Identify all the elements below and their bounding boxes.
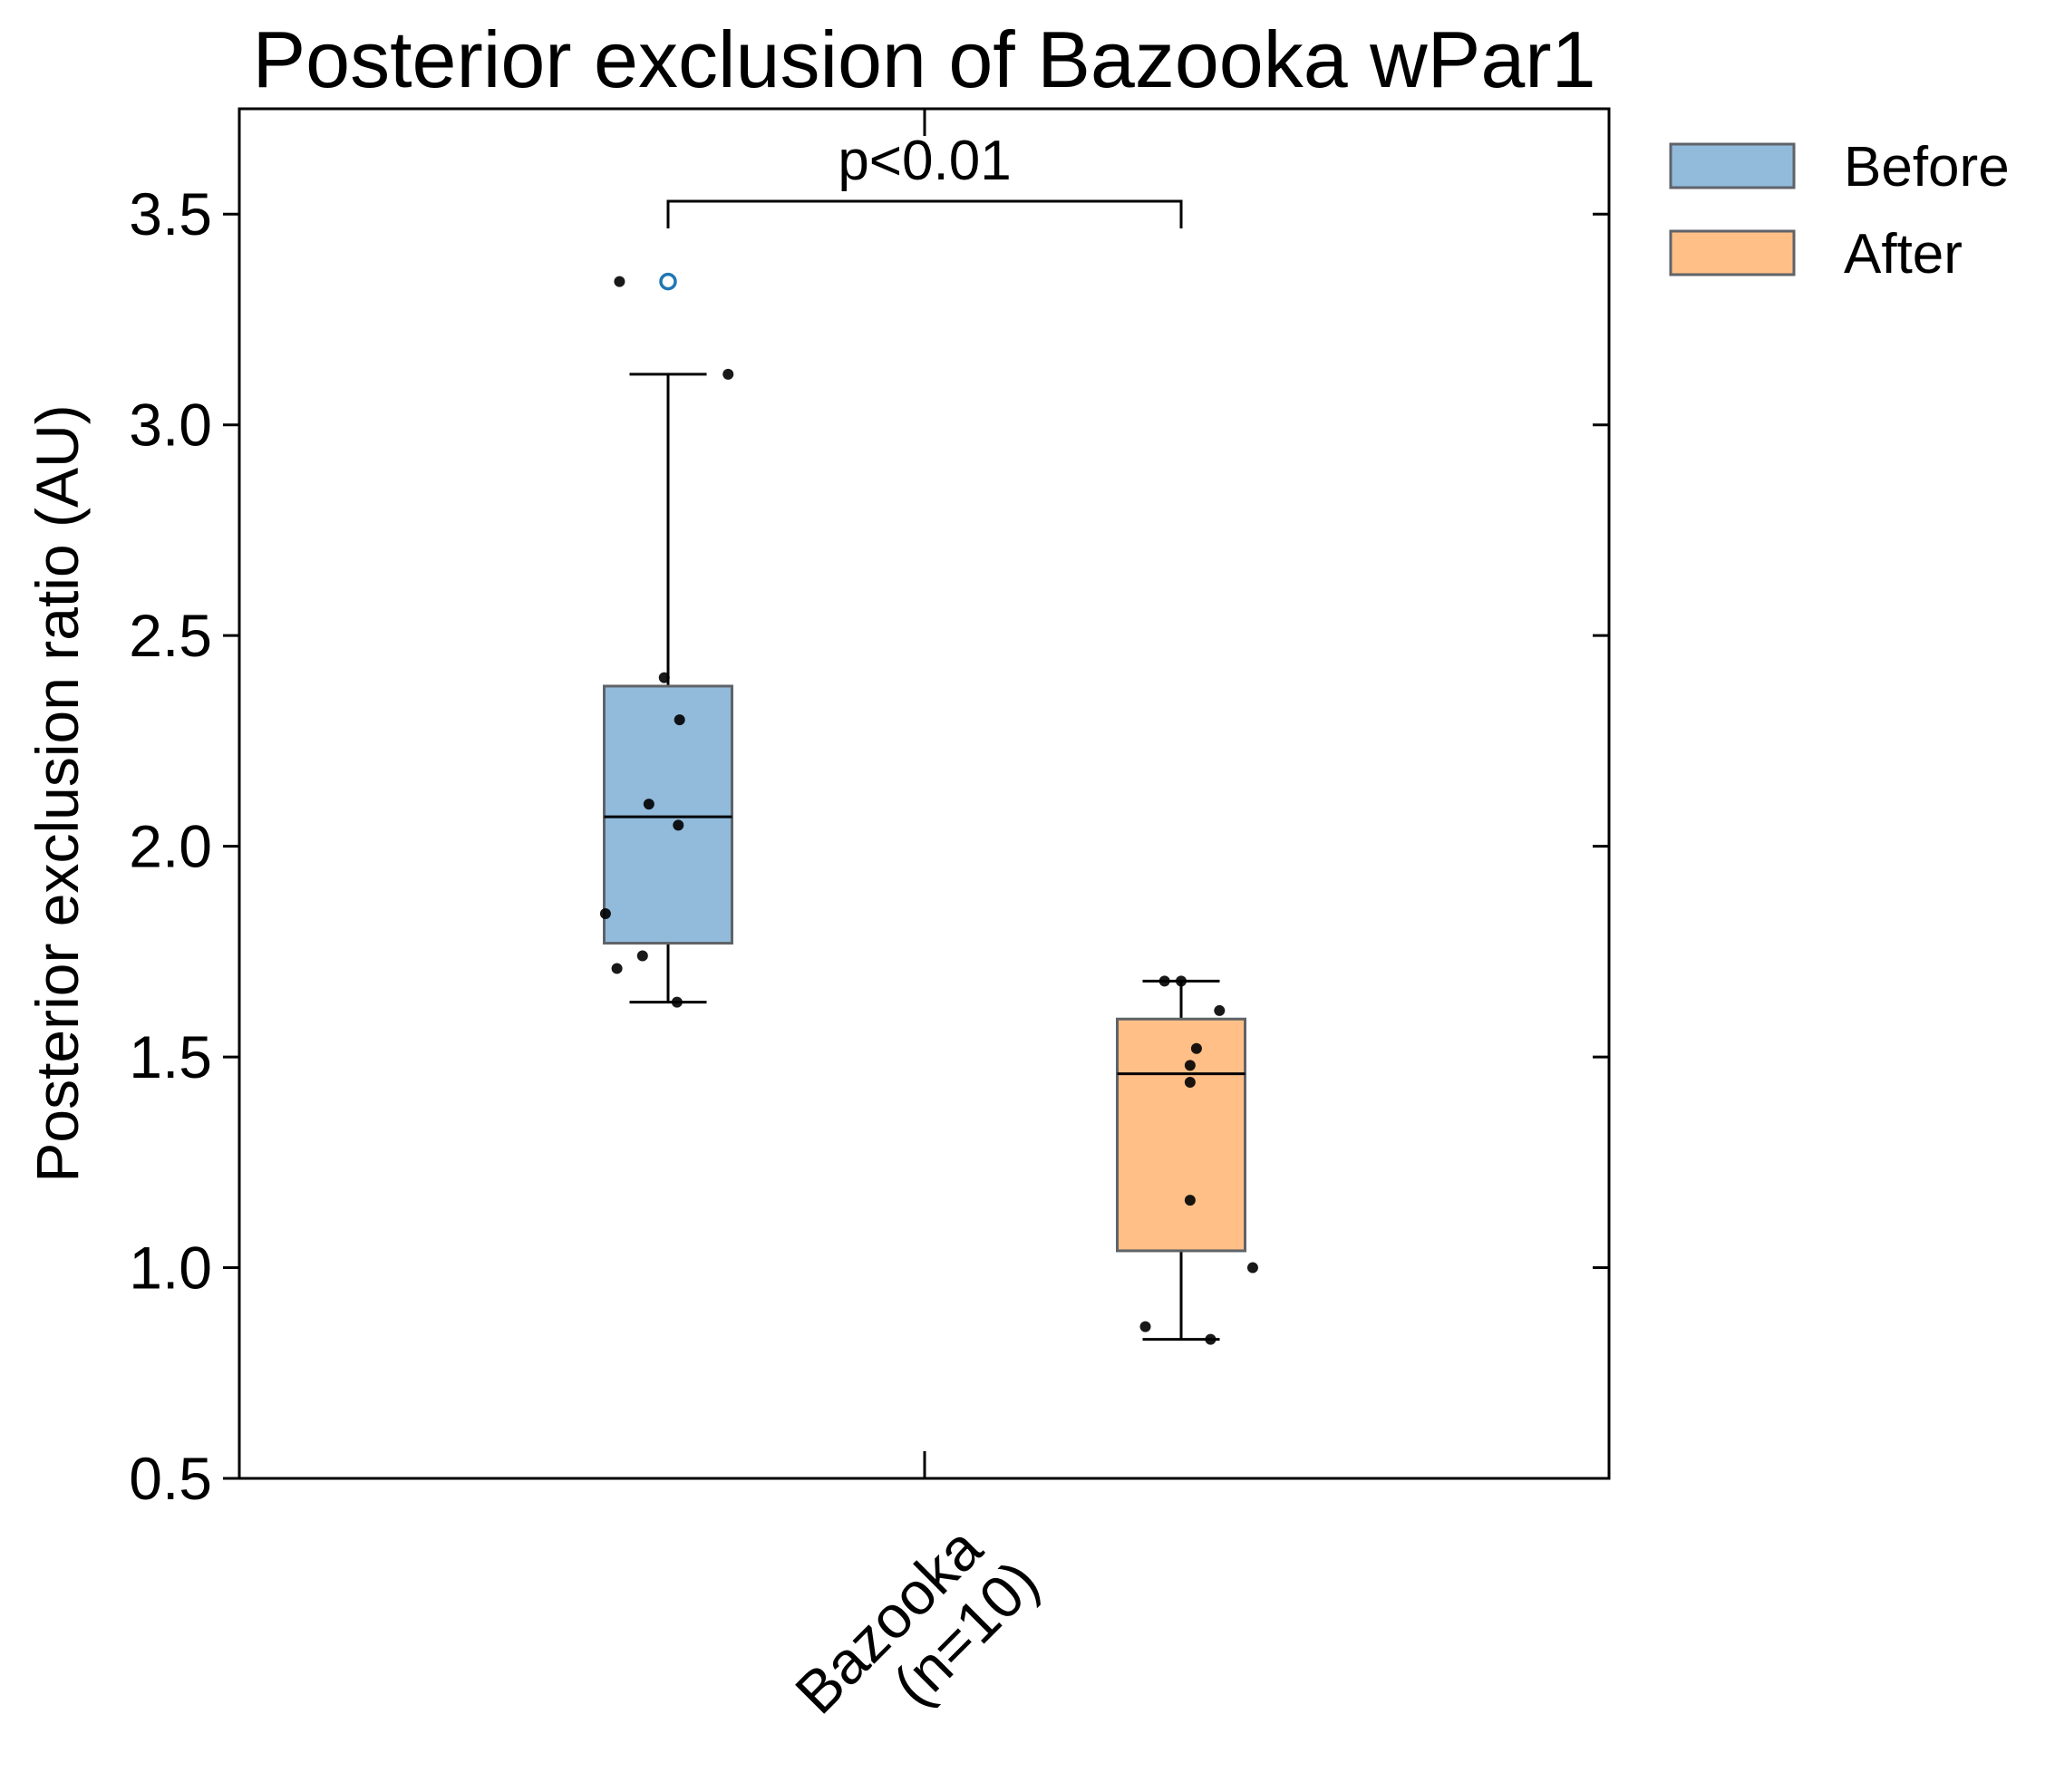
legend-label-before: Before — [1844, 136, 2010, 199]
legend: Before After — [1669, 136, 2010, 286]
plot-frame — [237, 107, 1611, 1480]
outlier-marker — [659, 272, 677, 291]
data-point — [1246, 1262, 1258, 1274]
data-point — [1184, 1076, 1196, 1088]
data-point — [1184, 1195, 1196, 1206]
data-point — [1214, 1004, 1226, 1016]
y-axis-label: Posterior exclusion ratio (AU) — [24, 404, 91, 1182]
x-axis-categories: Bazooka (n=10) — [782, 1503, 1051, 1771]
data-point — [599, 908, 611, 920]
legend-label-after: After — [1844, 223, 1963, 286]
data-point — [658, 672, 670, 683]
data-point — [1158, 975, 1170, 987]
x-tick-label: Bazooka (n=10) — [782, 1503, 1051, 1771]
data-point — [673, 819, 684, 831]
significance-annotation: p<0.01 — [666, 130, 1183, 228]
plot-border — [237, 107, 1611, 1480]
y-tick-label: 2.5 — [129, 602, 212, 669]
data-point — [611, 963, 623, 974]
y-tick-label: 1.5 — [129, 1023, 212, 1090]
significance-label: p<0.01 — [838, 130, 1011, 192]
data-point — [1205, 1333, 1217, 1345]
data-point — [1190, 1042, 1202, 1054]
data-point — [1184, 1060, 1196, 1071]
data-point — [636, 950, 648, 962]
data-points — [599, 276, 1258, 1345]
y-tick-label: 1.0 — [129, 1235, 212, 1302]
box-iqr — [1116, 1017, 1246, 1253]
y-axis-ticks: 0.5 1.0 1.5 2.0 2.5 3.0 3.5 — [129, 180, 1609, 1512]
box-series — [603, 272, 1246, 1342]
significance-bracket — [666, 199, 1183, 228]
box-iqr — [603, 684, 733, 945]
data-point — [614, 276, 625, 287]
legend-swatch-before — [1669, 142, 1796, 189]
y-tick-label: 3.5 — [129, 180, 212, 247]
box-before — [603, 272, 733, 1004]
box-after — [1116, 979, 1246, 1342]
y-tick-label: 2.0 — [129, 813, 212, 880]
data-point — [1176, 975, 1187, 987]
y-tick-label: 3.0 — [129, 392, 212, 459]
chart-title: Posterior exclusion of Bazooka wPar1 — [252, 15, 1595, 104]
y-tick-label: 0.5 — [129, 1445, 212, 1512]
data-point — [671, 996, 683, 1008]
data-point — [1139, 1321, 1151, 1332]
data-point — [674, 714, 685, 726]
data-point — [643, 799, 654, 810]
data-point — [722, 368, 734, 380]
legend-swatch-after — [1669, 229, 1796, 276]
